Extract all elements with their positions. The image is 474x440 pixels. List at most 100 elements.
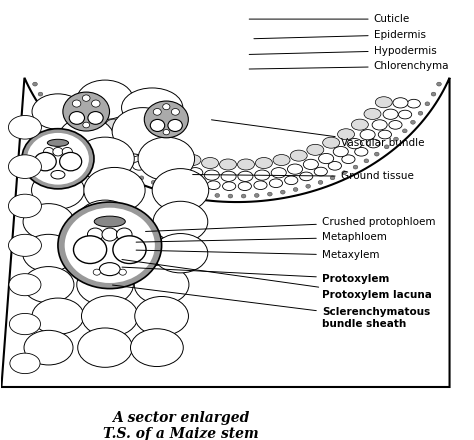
Ellipse shape	[77, 80, 133, 119]
Ellipse shape	[112, 108, 173, 155]
Circle shape	[88, 228, 103, 241]
Ellipse shape	[314, 167, 328, 176]
Ellipse shape	[201, 158, 219, 169]
Text: Protoxylem lacuna: Protoxylem lacuna	[122, 260, 432, 301]
Circle shape	[172, 109, 179, 115]
Ellipse shape	[238, 171, 253, 181]
Ellipse shape	[112, 139, 127, 149]
Ellipse shape	[23, 204, 74, 240]
Circle shape	[73, 236, 107, 264]
Circle shape	[44, 102, 49, 106]
Circle shape	[425, 102, 430, 106]
Ellipse shape	[85, 231, 144, 275]
Ellipse shape	[93, 108, 110, 119]
Circle shape	[102, 228, 118, 241]
Text: Metaxylem: Metaxylem	[136, 250, 379, 260]
Ellipse shape	[82, 130, 96, 139]
Circle shape	[93, 269, 100, 275]
Circle shape	[168, 119, 182, 132]
Circle shape	[113, 236, 146, 264]
Circle shape	[51, 111, 56, 115]
Ellipse shape	[133, 161, 146, 170]
Ellipse shape	[23, 141, 74, 176]
Ellipse shape	[389, 121, 402, 129]
Ellipse shape	[273, 154, 290, 165]
Ellipse shape	[347, 139, 362, 149]
Ellipse shape	[78, 328, 132, 367]
Ellipse shape	[285, 176, 298, 185]
Ellipse shape	[383, 109, 398, 119]
Circle shape	[418, 111, 423, 115]
Circle shape	[163, 129, 170, 135]
Ellipse shape	[10, 353, 40, 374]
Ellipse shape	[54, 99, 67, 108]
Circle shape	[189, 190, 193, 194]
Circle shape	[116, 165, 121, 169]
Circle shape	[215, 194, 219, 198]
Ellipse shape	[191, 179, 205, 187]
Ellipse shape	[87, 120, 102, 130]
Ellipse shape	[399, 110, 412, 119]
Circle shape	[95, 152, 100, 156]
Ellipse shape	[337, 129, 355, 140]
Ellipse shape	[342, 155, 355, 164]
Text: A sector enlarged
T.S. of a Maize stem: A sector enlarged T.S. of a Maize stem	[103, 411, 258, 440]
Ellipse shape	[221, 171, 236, 181]
Circle shape	[73, 100, 81, 107]
Circle shape	[144, 101, 188, 138]
Circle shape	[76, 137, 81, 141]
Ellipse shape	[76, 109, 91, 119]
Circle shape	[241, 194, 246, 198]
Ellipse shape	[32, 298, 84, 334]
Ellipse shape	[24, 330, 73, 365]
Ellipse shape	[255, 170, 270, 180]
Circle shape	[384, 145, 389, 149]
Ellipse shape	[130, 329, 183, 367]
Circle shape	[117, 228, 132, 241]
Circle shape	[82, 95, 90, 101]
Circle shape	[33, 82, 37, 86]
Ellipse shape	[94, 216, 125, 227]
Ellipse shape	[138, 137, 195, 180]
Text: Ground tissue: Ground tissue	[192, 172, 413, 181]
Circle shape	[163, 104, 170, 110]
Ellipse shape	[106, 147, 119, 156]
Ellipse shape	[134, 137, 151, 148]
Text: Epidermis: Epidermis	[254, 30, 426, 40]
Circle shape	[60, 152, 82, 171]
Text: Hypodermis: Hypodermis	[249, 46, 437, 55]
Circle shape	[85, 145, 90, 149]
Circle shape	[63, 92, 109, 131]
Text: Metaphloem: Metaphloem	[136, 232, 387, 242]
Ellipse shape	[62, 110, 75, 119]
Circle shape	[402, 129, 407, 133]
Ellipse shape	[367, 139, 380, 148]
Ellipse shape	[254, 181, 267, 190]
Ellipse shape	[167, 150, 184, 161]
Circle shape	[431, 92, 436, 96]
Ellipse shape	[188, 168, 203, 178]
Ellipse shape	[66, 98, 81, 108]
Circle shape	[88, 112, 103, 125]
Circle shape	[151, 180, 156, 184]
Text: Cuticle: Cuticle	[249, 14, 410, 24]
Circle shape	[281, 190, 285, 194]
Circle shape	[91, 100, 100, 107]
Ellipse shape	[375, 97, 392, 108]
Circle shape	[176, 187, 181, 191]
Ellipse shape	[9, 235, 41, 257]
Circle shape	[22, 128, 94, 189]
Circle shape	[128, 171, 132, 175]
Ellipse shape	[51, 170, 65, 179]
Ellipse shape	[161, 172, 174, 181]
Circle shape	[353, 165, 358, 169]
Circle shape	[330, 176, 335, 180]
Circle shape	[53, 147, 63, 156]
Ellipse shape	[351, 119, 368, 130]
Ellipse shape	[23, 267, 74, 303]
Ellipse shape	[407, 99, 420, 108]
Ellipse shape	[219, 159, 237, 170]
Circle shape	[105, 159, 110, 163]
Ellipse shape	[100, 263, 120, 275]
Circle shape	[38, 92, 43, 96]
